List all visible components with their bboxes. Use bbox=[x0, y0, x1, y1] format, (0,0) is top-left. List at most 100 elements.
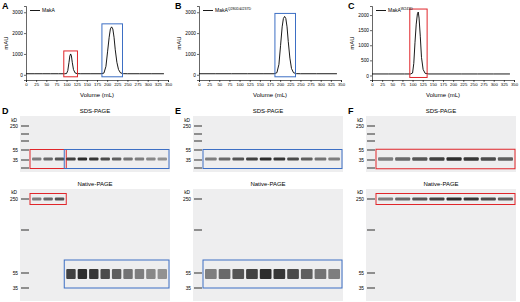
protein-band bbox=[412, 157, 427, 161]
y-tick-mark bbox=[197, 54, 199, 55]
protein-band bbox=[43, 198, 52, 201]
y-axis-title: mAU bbox=[176, 36, 182, 49]
ladder-band bbox=[21, 133, 29, 134]
y-axis-line bbox=[197, 7, 200, 81]
x-tick-label: 325 bbox=[328, 82, 336, 87]
x-tick: 350 bbox=[338, 80, 346, 87]
x-tick: 175 bbox=[267, 80, 275, 87]
protein-band bbox=[378, 157, 393, 161]
gel-title: SDS-PAGE bbox=[426, 108, 457, 114]
unit-label: kD bbox=[357, 190, 363, 195]
x-tick: 125 bbox=[247, 80, 255, 87]
x-tick: 75 bbox=[401, 80, 406, 87]
protein-band bbox=[429, 198, 444, 201]
protein-band bbox=[135, 158, 144, 161]
x-tick: 200 bbox=[277, 80, 285, 87]
ladder-band bbox=[367, 140, 375, 141]
protein-band bbox=[112, 269, 121, 279]
protein-band bbox=[89, 269, 98, 279]
protein-band bbox=[274, 269, 286, 279]
gel-background bbox=[193, 189, 343, 301]
marker-label: 35 bbox=[186, 286, 192, 291]
protein-band bbox=[78, 269, 87, 279]
x-tick-label: 200 bbox=[277, 82, 285, 87]
ladder-band bbox=[194, 272, 202, 273]
x-axis-title: Volume (mL) bbox=[80, 92, 114, 98]
legend-swatch bbox=[376, 10, 386, 11]
gel-panel: FSDS-PAGEkD2505535Native-PAGEkD2505535 bbox=[348, 106, 516, 301]
protein-band bbox=[498, 198, 513, 201]
protein-band bbox=[287, 269, 299, 279]
gel-title: SDS-PAGE bbox=[253, 108, 284, 114]
ladder-band bbox=[21, 272, 29, 273]
protein-band bbox=[205, 269, 217, 279]
ladder-band bbox=[367, 287, 375, 288]
x-tick-label: 250 bbox=[297, 82, 305, 87]
protein-band bbox=[395, 157, 410, 161]
y-tick: 1000 bbox=[185, 52, 199, 57]
x-tick: 275 bbox=[134, 80, 142, 87]
x-tick-label: 175 bbox=[267, 82, 275, 87]
unit-label: kD bbox=[357, 118, 363, 123]
ladder-band bbox=[367, 125, 375, 126]
y-tick-label: 3000 bbox=[12, 10, 23, 15]
legend-swatch bbox=[30, 10, 40, 11]
legend-label: MakAQ280D&I237D bbox=[215, 7, 252, 13]
protein-band bbox=[123, 158, 132, 161]
marker-label: 55 bbox=[186, 148, 192, 153]
ladder-band bbox=[21, 159, 29, 160]
y-tick: 2000 bbox=[185, 31, 199, 36]
x-tick: 75 bbox=[55, 80, 60, 87]
y-tick: 1500 bbox=[358, 28, 372, 33]
y-tick-label: 1500 bbox=[358, 28, 369, 33]
figure: A025507510012515017520022525027530032535… bbox=[0, 0, 520, 302]
chromatogram-line bbox=[372, 12, 510, 74]
y-axis-title: mAU bbox=[349, 36, 355, 49]
marker-label: 55 bbox=[186, 271, 192, 276]
band-highlight bbox=[376, 194, 515, 205]
protein-band bbox=[146, 158, 155, 161]
protein-band bbox=[429, 157, 444, 161]
x-tick: 150 bbox=[430, 80, 438, 87]
ladder-band bbox=[21, 287, 29, 288]
chart-panel: A025507510012515017520022525027530032535… bbox=[2, 1, 173, 98]
marker-label: 55 bbox=[13, 148, 19, 153]
ladder-band bbox=[367, 198, 375, 199]
protein-band bbox=[301, 269, 313, 279]
x-tick: 25 bbox=[34, 80, 39, 87]
chart-panel: B025507510012515017520022525027530032535… bbox=[175, 1, 346, 98]
x-tick-label: 225 bbox=[460, 82, 468, 87]
ladder-band bbox=[21, 229, 29, 230]
y-tick-mark bbox=[197, 75, 199, 76]
x-tick: 175 bbox=[440, 80, 448, 87]
peak-highlight bbox=[410, 9, 427, 77]
x-tick-label: 100 bbox=[236, 82, 244, 87]
peak-highlight bbox=[275, 13, 296, 76]
x-tick-label: 75 bbox=[228, 82, 233, 87]
protein-band bbox=[66, 158, 75, 161]
x-tick-label: 300 bbox=[491, 82, 499, 87]
y-axis-title: mAU bbox=[3, 36, 9, 49]
x-tick-label: 100 bbox=[63, 82, 71, 87]
x-tick-label: 25 bbox=[207, 82, 212, 87]
protein-band bbox=[112, 158, 121, 161]
panel-label: E bbox=[175, 106, 181, 116]
x-tick: 50 bbox=[217, 80, 222, 87]
ladder-band bbox=[367, 133, 375, 134]
y-tick-label: 0 bbox=[20, 73, 23, 78]
y-tick: 1000 bbox=[12, 52, 26, 57]
ladder-band bbox=[194, 133, 202, 134]
protein-band bbox=[464, 157, 479, 161]
y-axis: 0100020003000 bbox=[12, 7, 26, 81]
protein-band bbox=[498, 157, 513, 161]
plot-area bbox=[26, 27, 164, 74]
x-tick: 125 bbox=[420, 80, 428, 87]
y-tick: 0 bbox=[20, 73, 26, 78]
panel-label: F bbox=[348, 106, 354, 116]
y-tick-mark bbox=[370, 60, 372, 61]
protein-band bbox=[246, 269, 258, 279]
protein-band bbox=[55, 198, 64, 201]
ladder-band bbox=[194, 159, 202, 160]
marker-label: 250 bbox=[183, 124, 191, 129]
ladder-band bbox=[367, 229, 375, 230]
